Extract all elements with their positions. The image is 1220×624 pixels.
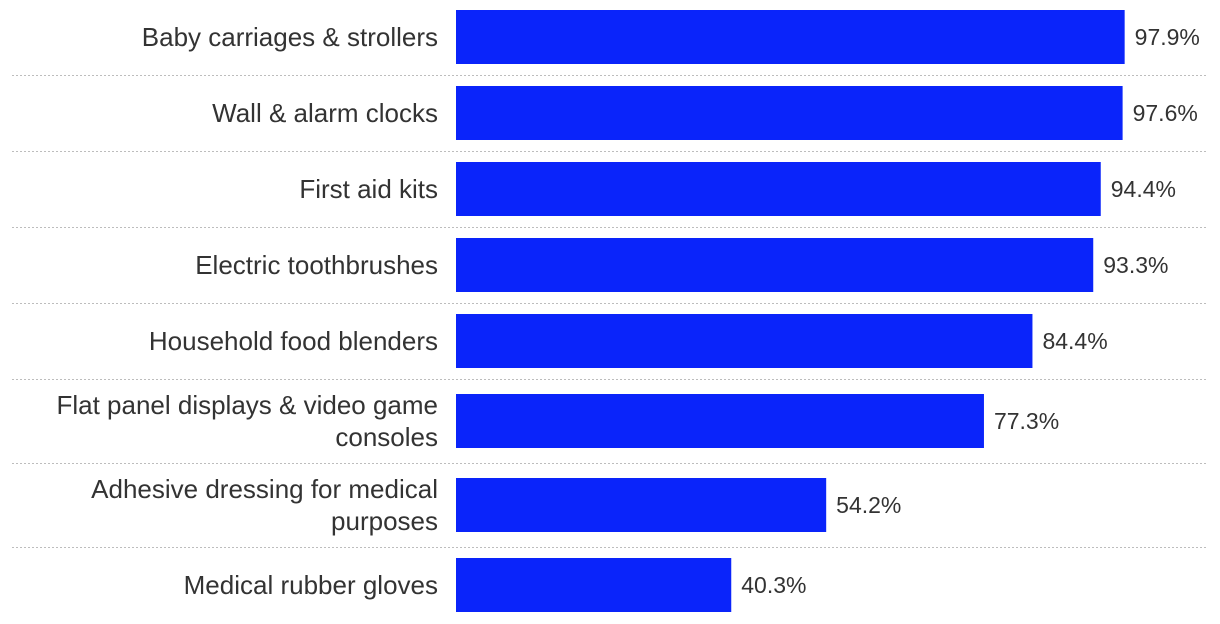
bar-4: [456, 238, 1094, 292]
value-label: 97.9%: [1135, 24, 1200, 50]
bar-6: [456, 394, 984, 448]
value-label: 54.2%: [836, 492, 901, 518]
value-label: 93.3%: [1103, 252, 1168, 278]
bar-8: [456, 558, 732, 612]
category-label: Household food blenders: [149, 326, 438, 356]
value-label: 40.3%: [741, 572, 806, 598]
bar-3: [456, 162, 1101, 216]
bar-7: [456, 478, 827, 532]
category-label: First aid kits: [299, 174, 438, 204]
value-label: 84.4%: [1042, 328, 1107, 354]
bar-5: [456, 314, 1033, 368]
category-label: Adhesive dressing for medical purposes: [91, 474, 438, 536]
category-label: Electric toothbrushes: [195, 250, 438, 280]
category-label: Wall & alarm clocks: [212, 98, 438, 128]
category-label: Baby carriages & strollers: [142, 22, 438, 52]
value-label: 94.4%: [1111, 176, 1176, 202]
bar-2: [456, 86, 1123, 140]
category-label: Flat panel displays & video game consoles: [56, 390, 438, 452]
bar-1: [456, 10, 1125, 64]
category-label: Medical rubber gloves: [184, 570, 438, 600]
value-label: 97.6%: [1133, 100, 1198, 126]
value-label: 77.3%: [994, 408, 1059, 434]
